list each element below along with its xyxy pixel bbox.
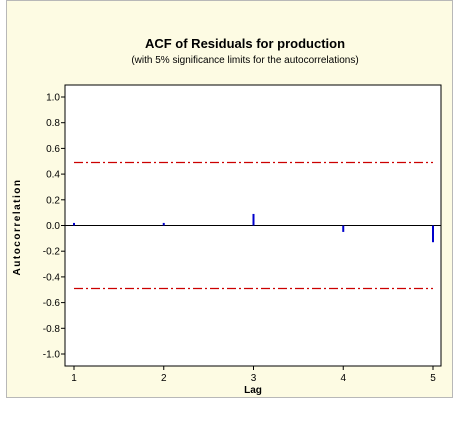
y-tick-label: -0.2	[43, 247, 61, 258]
y-tick-label: 1.0	[46, 93, 60, 104]
x-tick-label: 4	[340, 373, 346, 384]
chart-title: ACF of Residuals for production	[145, 36, 345, 51]
bottom-strip	[6, 398, 453, 421]
y-tick-label: 0.0	[46, 221, 60, 232]
chart-subtitle: (with 5% significance limits for the aut…	[131, 55, 358, 66]
x-axis: 1 2 3 4 5	[71, 366, 436, 384]
y-tick-label: -0.8	[43, 324, 61, 335]
y-axis: 1.0 0.8 0.6 0.4 0.2 0.0 -0.2 -0.4 -0.6 -0.8 -1.0	[43, 93, 65, 361]
x-tick-label: 1	[71, 373, 77, 384]
y-tick-label: 0.6	[46, 144, 60, 155]
x-tick-label: 3	[251, 373, 257, 384]
significance-limits	[74, 161, 433, 290]
y-tick-label: 0.8	[46, 118, 60, 129]
y-tick-label: 0.4	[46, 170, 60, 181]
y-tick-label: 0.2	[46, 195, 60, 206]
x-tick-label: 2	[161, 373, 167, 384]
y-tick-label: -1.0	[43, 350, 61, 361]
acf-bars	[73, 213, 434, 243]
x-axis-title: Lag	[244, 385, 262, 396]
y-tick-label: -0.6	[43, 298, 61, 309]
y-axis-title: Autocorrelation	[12, 179, 23, 276]
y-tick-label: -0.4	[43, 272, 61, 283]
x-tick-label: 5	[430, 373, 436, 384]
